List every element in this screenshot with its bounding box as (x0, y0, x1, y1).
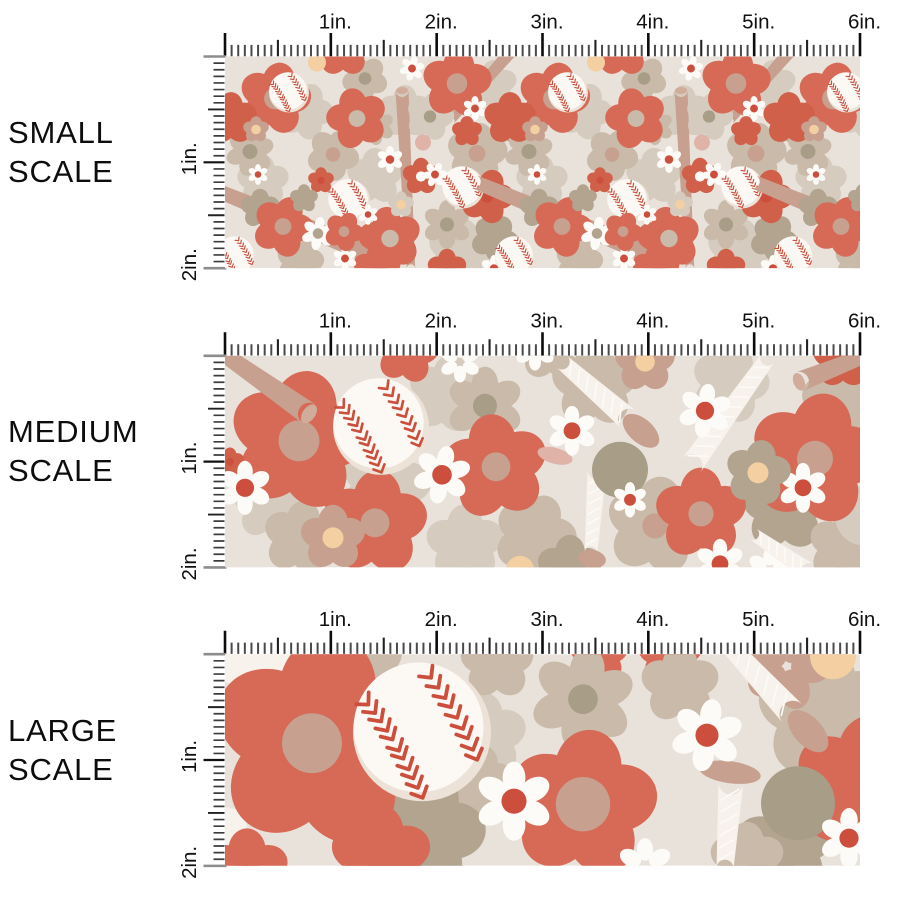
svg-text:5in.: 5in. (742, 310, 775, 333)
svg-text:4in.: 4in. (636, 10, 669, 33)
svg-text:1in.: 1in. (178, 142, 201, 175)
svg-text:2in.: 2in. (425, 10, 458, 33)
svg-text:1in.: 1in. (319, 310, 352, 333)
svg-text:3in.: 3in. (530, 10, 563, 33)
svg-text:2in.: 2in. (178, 846, 201, 879)
svg-text:3in.: 3in. (530, 310, 563, 333)
svg-text:2in.: 2in. (178, 248, 201, 281)
svg-text:1in.: 1in. (319, 608, 352, 631)
svg-text:6in.: 6in. (848, 608, 881, 631)
svg-text:2in.: 2in. (425, 310, 458, 333)
svg-text:2in.: 2in. (425, 608, 458, 631)
svg-text:5in.: 5in. (742, 10, 775, 33)
svg-text:4in.: 4in. (636, 608, 669, 631)
svg-text:3in.: 3in. (530, 608, 563, 631)
svg-text:2in.: 2in. (178, 547, 201, 580)
svg-text:1in.: 1in. (178, 740, 201, 773)
svg-text:6in.: 6in. (848, 10, 881, 33)
svg-text:5in.: 5in. (742, 608, 775, 631)
svg-text:1in.: 1in. (178, 442, 201, 475)
svg-text:4in.: 4in. (636, 310, 669, 333)
svg-text:6in.: 6in. (848, 310, 881, 333)
svg-text:1in.: 1in. (319, 10, 352, 33)
